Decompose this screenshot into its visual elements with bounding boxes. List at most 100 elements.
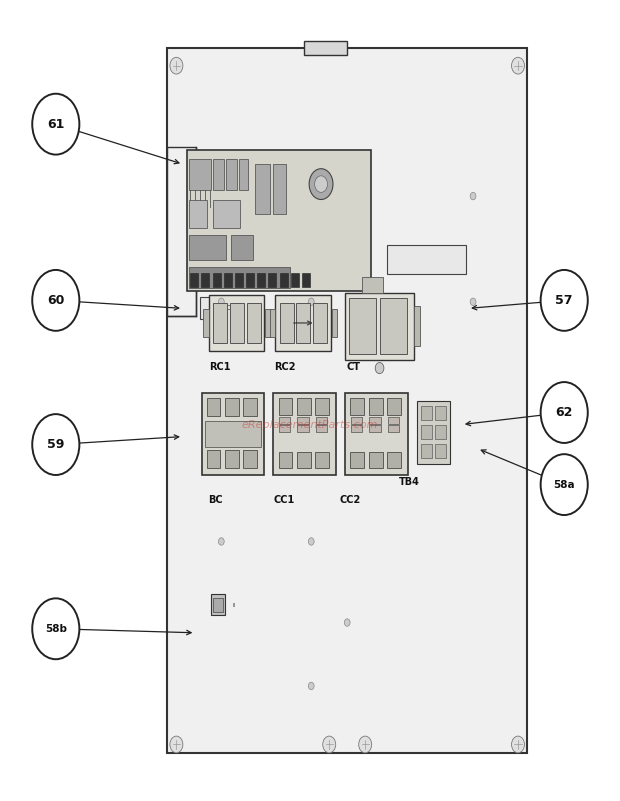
Circle shape bbox=[541, 454, 588, 515]
Text: RC2: RC2 bbox=[275, 362, 296, 372]
FancyBboxPatch shape bbox=[296, 304, 311, 343]
Circle shape bbox=[470, 298, 476, 305]
Text: II: II bbox=[232, 603, 236, 608]
FancyBboxPatch shape bbox=[417, 400, 450, 464]
FancyBboxPatch shape bbox=[351, 417, 363, 425]
Text: eReplacementParts.com: eReplacementParts.com bbox=[242, 420, 378, 429]
FancyBboxPatch shape bbox=[304, 41, 347, 55]
Circle shape bbox=[314, 175, 327, 192]
FancyBboxPatch shape bbox=[387, 245, 466, 274]
FancyBboxPatch shape bbox=[255, 164, 270, 214]
Circle shape bbox=[323, 736, 335, 753]
FancyBboxPatch shape bbox=[275, 295, 331, 351]
FancyBboxPatch shape bbox=[435, 444, 446, 457]
Circle shape bbox=[32, 598, 79, 659]
FancyBboxPatch shape bbox=[206, 450, 221, 468]
Circle shape bbox=[470, 192, 476, 199]
FancyBboxPatch shape bbox=[205, 421, 262, 447]
FancyBboxPatch shape bbox=[388, 425, 399, 433]
FancyBboxPatch shape bbox=[316, 425, 327, 433]
FancyBboxPatch shape bbox=[257, 273, 265, 288]
Text: BC: BC bbox=[208, 495, 223, 505]
Text: 57: 57 bbox=[556, 294, 573, 307]
FancyBboxPatch shape bbox=[268, 273, 277, 288]
FancyBboxPatch shape bbox=[349, 298, 376, 354]
FancyBboxPatch shape bbox=[226, 159, 237, 190]
Circle shape bbox=[308, 298, 314, 305]
Text: CT: CT bbox=[347, 362, 360, 372]
FancyBboxPatch shape bbox=[211, 594, 225, 615]
FancyBboxPatch shape bbox=[213, 199, 241, 227]
FancyBboxPatch shape bbox=[189, 199, 207, 227]
Text: 61: 61 bbox=[47, 118, 64, 131]
FancyBboxPatch shape bbox=[189, 159, 211, 190]
FancyBboxPatch shape bbox=[280, 273, 288, 288]
FancyBboxPatch shape bbox=[203, 309, 209, 337]
FancyBboxPatch shape bbox=[239, 159, 248, 190]
Text: 59: 59 bbox=[47, 438, 64, 451]
FancyBboxPatch shape bbox=[213, 304, 227, 343]
FancyBboxPatch shape bbox=[297, 452, 311, 468]
FancyBboxPatch shape bbox=[273, 393, 337, 474]
FancyBboxPatch shape bbox=[206, 398, 221, 417]
Circle shape bbox=[359, 736, 371, 753]
FancyBboxPatch shape bbox=[278, 452, 293, 468]
FancyBboxPatch shape bbox=[297, 398, 311, 415]
FancyBboxPatch shape bbox=[370, 425, 381, 433]
FancyBboxPatch shape bbox=[230, 304, 244, 343]
FancyBboxPatch shape bbox=[350, 398, 365, 415]
FancyBboxPatch shape bbox=[246, 273, 254, 288]
FancyBboxPatch shape bbox=[435, 425, 446, 439]
FancyBboxPatch shape bbox=[167, 147, 196, 316]
Text: 62: 62 bbox=[556, 406, 573, 419]
FancyBboxPatch shape bbox=[435, 405, 446, 420]
Circle shape bbox=[170, 736, 183, 753]
Circle shape bbox=[170, 58, 183, 74]
FancyBboxPatch shape bbox=[298, 417, 309, 425]
FancyBboxPatch shape bbox=[225, 398, 239, 417]
Text: CC1: CC1 bbox=[273, 495, 294, 505]
FancyBboxPatch shape bbox=[351, 425, 363, 433]
FancyBboxPatch shape bbox=[243, 450, 257, 468]
FancyBboxPatch shape bbox=[224, 273, 232, 288]
Text: 58a: 58a bbox=[554, 480, 575, 489]
Circle shape bbox=[541, 270, 588, 331]
FancyBboxPatch shape bbox=[414, 306, 420, 346]
FancyBboxPatch shape bbox=[265, 309, 270, 337]
FancyBboxPatch shape bbox=[247, 304, 260, 343]
FancyBboxPatch shape bbox=[332, 309, 337, 337]
FancyBboxPatch shape bbox=[298, 425, 309, 433]
FancyBboxPatch shape bbox=[302, 273, 310, 288]
FancyBboxPatch shape bbox=[291, 273, 299, 288]
FancyBboxPatch shape bbox=[369, 452, 383, 468]
FancyBboxPatch shape bbox=[202, 273, 210, 288]
Circle shape bbox=[375, 363, 384, 373]
Circle shape bbox=[512, 58, 525, 74]
Text: 58b: 58b bbox=[45, 624, 67, 634]
Text: TB4: TB4 bbox=[399, 477, 420, 486]
FancyBboxPatch shape bbox=[213, 159, 224, 190]
Circle shape bbox=[308, 537, 314, 545]
FancyBboxPatch shape bbox=[213, 598, 223, 612]
FancyBboxPatch shape bbox=[279, 425, 291, 433]
Circle shape bbox=[541, 382, 588, 443]
FancyBboxPatch shape bbox=[350, 452, 365, 468]
Circle shape bbox=[32, 414, 79, 475]
FancyBboxPatch shape bbox=[315, 398, 329, 415]
FancyBboxPatch shape bbox=[388, 417, 399, 425]
FancyBboxPatch shape bbox=[420, 444, 432, 457]
Circle shape bbox=[344, 619, 350, 626]
Text: CC2: CC2 bbox=[340, 495, 361, 505]
Circle shape bbox=[32, 270, 79, 331]
FancyBboxPatch shape bbox=[231, 235, 253, 260]
Text: 60: 60 bbox=[47, 294, 64, 307]
FancyBboxPatch shape bbox=[313, 304, 327, 343]
Circle shape bbox=[32, 94, 79, 155]
FancyBboxPatch shape bbox=[235, 273, 243, 288]
FancyBboxPatch shape bbox=[345, 292, 414, 360]
FancyBboxPatch shape bbox=[316, 417, 327, 425]
FancyBboxPatch shape bbox=[345, 393, 409, 474]
FancyBboxPatch shape bbox=[213, 273, 221, 288]
FancyBboxPatch shape bbox=[270, 309, 275, 337]
FancyBboxPatch shape bbox=[209, 295, 265, 351]
